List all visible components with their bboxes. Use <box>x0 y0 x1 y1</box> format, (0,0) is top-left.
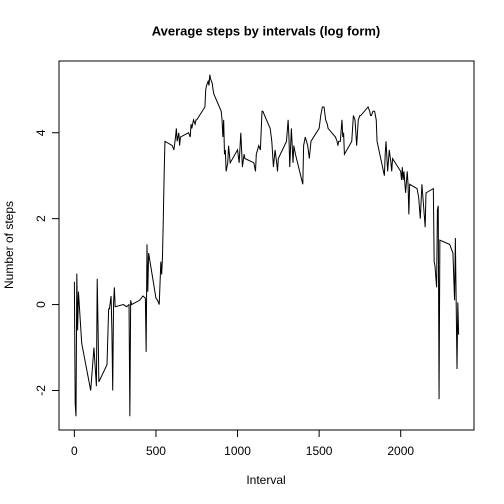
x-tick-label: 1000 <box>224 444 251 458</box>
y-tick-label: -2 <box>34 385 48 396</box>
x-tick-label: 0 <box>71 444 78 458</box>
x-tick-label: 2000 <box>387 444 414 458</box>
chart-title: Average steps by intervals (log form) <box>152 23 381 38</box>
x-tick-label: 500 <box>146 444 166 458</box>
x-tick-label: 1500 <box>306 444 333 458</box>
y-tick-label: 0 <box>34 301 48 308</box>
x-axis-label: Interval <box>246 473 285 487</box>
y-tick-label: 4 <box>34 129 48 136</box>
y-tick-label: 2 <box>34 215 48 222</box>
data-line <box>73 74 460 417</box>
y-axis-label: Number of steps <box>2 201 16 289</box>
